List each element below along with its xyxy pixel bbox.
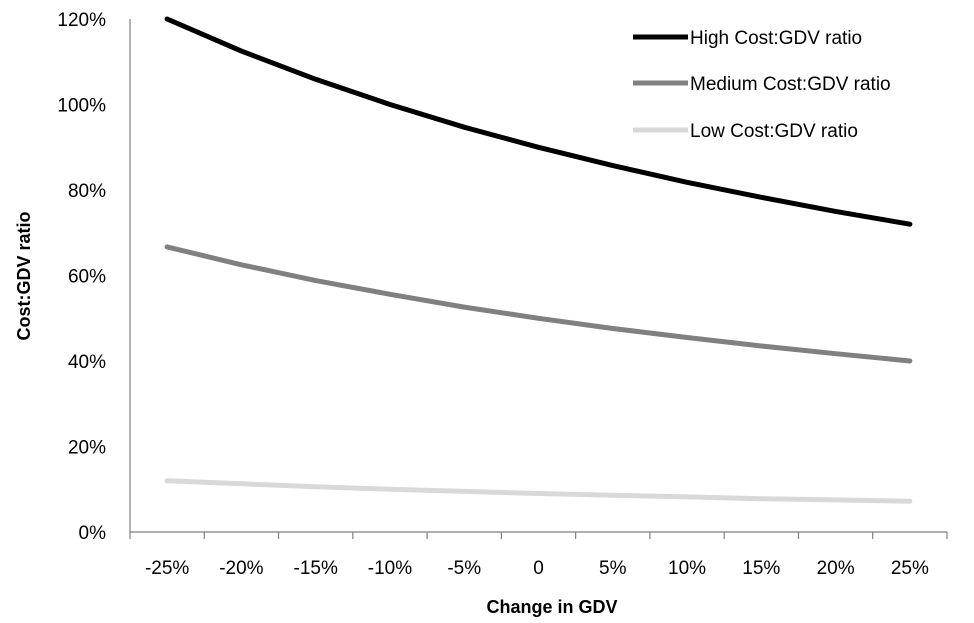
x-axis-title: Change in GDV xyxy=(486,597,617,617)
x-tick-label: 25% xyxy=(891,558,929,579)
x-tick-label: -20% xyxy=(219,558,263,579)
x-axis-tick-marks xyxy=(129,532,948,539)
series-lines xyxy=(164,16,913,504)
y-tick-label: 120% xyxy=(57,10,106,31)
legend: High Cost:GDV ratio Medium Cost:GDV ratio… xyxy=(633,28,891,142)
series-line-low xyxy=(164,478,913,504)
y-tick-label: 20% xyxy=(68,438,106,459)
x-tick-label: -25% xyxy=(145,558,189,579)
x-tick-label: -10% xyxy=(368,558,412,579)
legend-label: High Cost:GDV ratio xyxy=(690,28,862,49)
y-tick-label: 0% xyxy=(79,523,107,544)
legend-label: Low Cost:GDV ratio xyxy=(690,121,858,142)
series-line-medium xyxy=(164,244,913,364)
x-tick-label: 10% xyxy=(668,558,706,579)
y-tick-label: 100% xyxy=(57,96,106,117)
x-tick-label: -15% xyxy=(294,558,338,579)
legend-label: Medium Cost:GDV ratio xyxy=(690,74,891,95)
y-tick-label: 60% xyxy=(68,267,106,288)
x-tick-label: 15% xyxy=(742,558,780,579)
y-axis-title: Cost:GDV ratio xyxy=(14,211,34,340)
y-tick-label: 80% xyxy=(68,181,106,202)
x-tick-label: 0 xyxy=(533,558,544,579)
x-tick-label: 5% xyxy=(599,558,627,579)
y-tick-label: 40% xyxy=(68,352,106,373)
x-axis-tick-labels: -25% -20% -15% -10% -5% 0 5% 10% 15% 20% 25% xyxy=(145,558,929,579)
series-line-high xyxy=(164,16,913,227)
x-tick-label: 20% xyxy=(817,558,855,579)
y-axis-tick-labels: 0% 20% 40% 60% 80% 100% 120% xyxy=(57,10,106,544)
x-tick-label: -5% xyxy=(447,558,481,579)
